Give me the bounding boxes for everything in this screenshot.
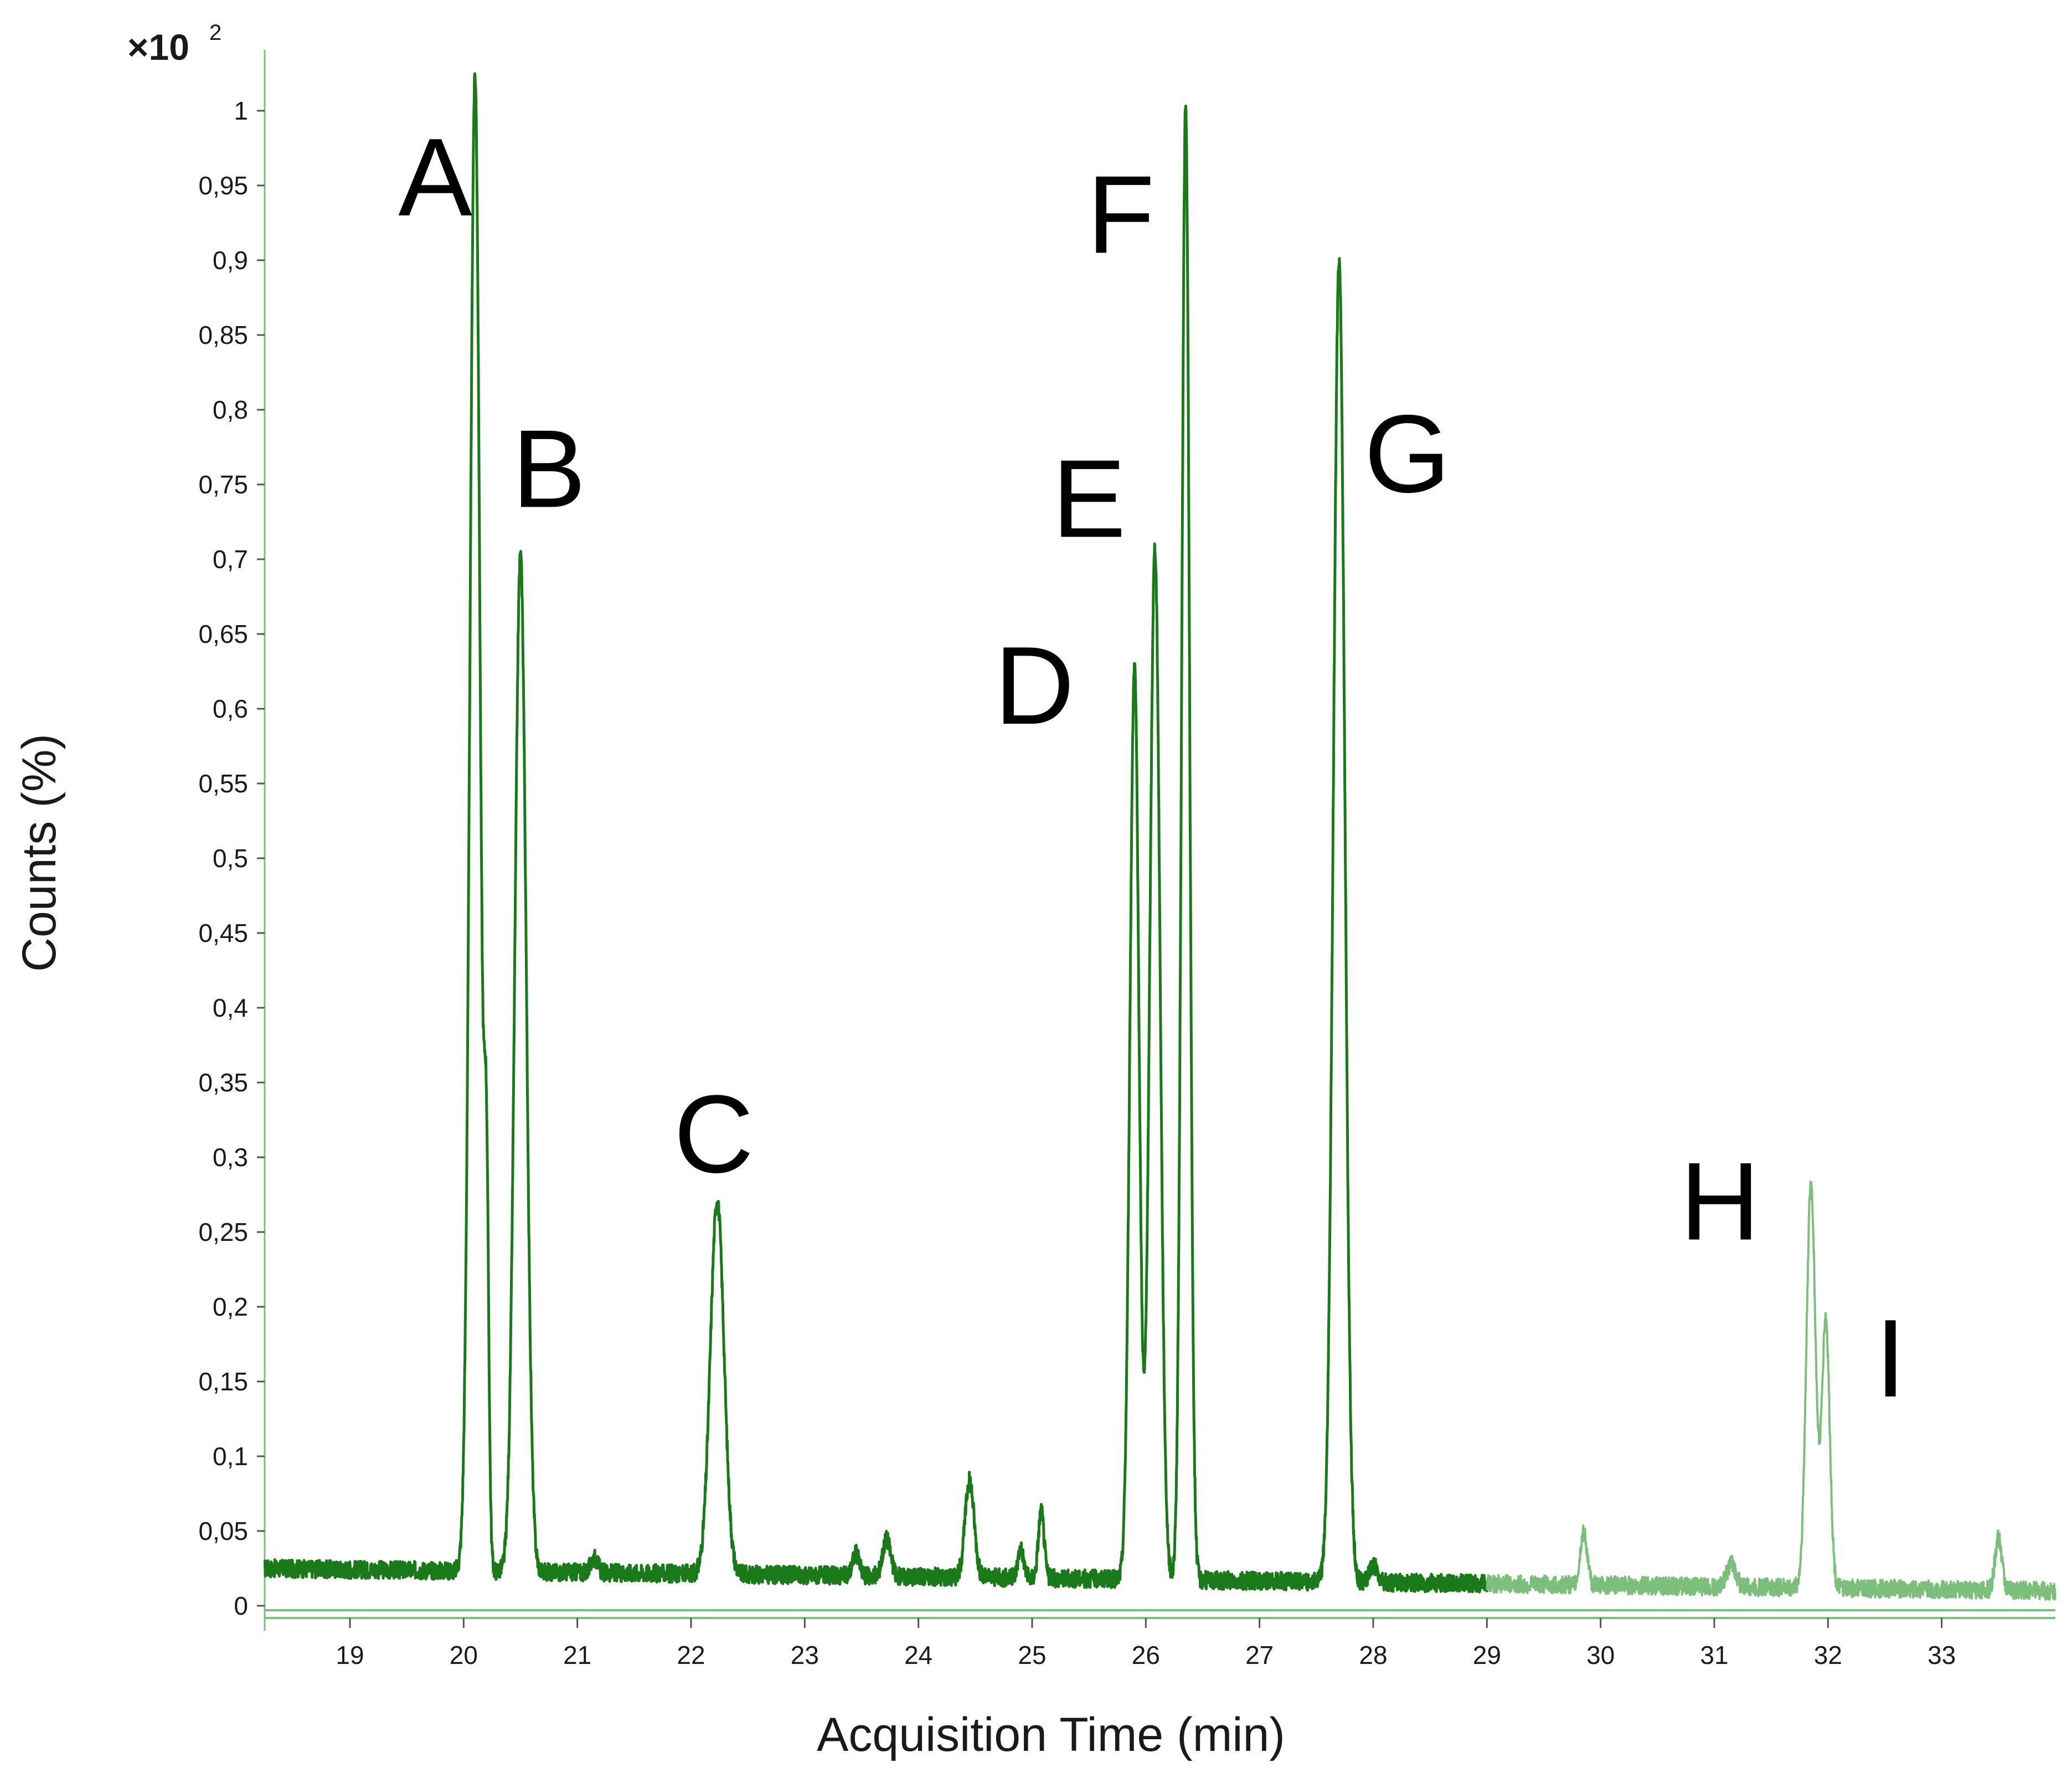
y-tick-label: 0,3	[213, 1143, 248, 1172]
y-tick-label: 0,4	[213, 993, 248, 1022]
trace-segment-late	[1486, 1181, 2056, 1601]
y-scale-label: ×10	[127, 27, 189, 68]
y-tick-label: 1	[234, 96, 248, 125]
x-tick-label: 26	[1132, 1641, 1160, 1669]
y-scale-exponent: 2	[209, 20, 221, 45]
trace-segment-early	[263, 72, 1488, 1594]
peak-label-f: F	[1087, 153, 1154, 277]
x-tick-label: 30	[1586, 1641, 1615, 1669]
peak-label-d: D	[994, 624, 1074, 748]
x-tick-label: 20	[450, 1641, 478, 1669]
x-tick-label: 31	[1700, 1641, 1728, 1669]
y-tick-label: 0,6	[213, 694, 248, 723]
y-axis-title: Counts (%)	[13, 734, 66, 972]
x-tick-label: 28	[1359, 1641, 1387, 1669]
x-tick-label: 29	[1473, 1641, 1501, 1669]
y-axis-ticks: 0 0,05 0,1 0,15 0,2 0,25 0,3 0,35 0,4 0,45 0,5 0,55…	[198, 96, 265, 1620]
x-tick-label: 23	[791, 1641, 819, 1669]
y-tick-label: 0,9	[213, 246, 248, 275]
x-tick-label: 27	[1245, 1641, 1274, 1669]
y-tick-label: 0,95	[198, 171, 248, 200]
y-tick-label: 0,1	[213, 1442, 248, 1471]
peak-label-c: C	[674, 1073, 754, 1196]
y-tick-label: 0,75	[198, 470, 248, 499]
x-tick-label: 24	[904, 1641, 932, 1669]
y-tick-label: 0,05	[198, 1517, 248, 1545]
axes	[264, 50, 2055, 1631]
peak-label-a: A	[398, 116, 472, 239]
x-tick-label: 25	[1018, 1641, 1046, 1669]
x-tick-label: 32	[1814, 1641, 1842, 1669]
x-axis-ticks: 19 20 21 22 23 24 25 26 27 28 29 30 31 32 33	[336, 1618, 1956, 1669]
y-tick-label: 0,25	[198, 1218, 248, 1246]
x-tick-label: 22	[677, 1641, 705, 1669]
y-tick-label: 0,7	[213, 545, 248, 574]
peak-label-i: I	[1875, 1297, 1906, 1420]
y-tick-label: 0,35	[198, 1068, 248, 1097]
peak-label-g: G	[1364, 393, 1451, 516]
peak-label-e: E	[1052, 437, 1126, 561]
y-tick-label: 0,85	[198, 321, 248, 349]
peak-label-b: B	[512, 408, 586, 531]
y-tick-label: 0,8	[213, 395, 248, 424]
x-tick-label: 19	[336, 1641, 364, 1669]
y-tick-label: 0,2	[213, 1292, 248, 1321]
y-scale-multiplier: ×10 2	[127, 20, 221, 68]
y-tick-label: 0,15	[198, 1367, 248, 1396]
chromatogram-trace	[263, 72, 2056, 1601]
peak-label-h: H	[1680, 1140, 1760, 1264]
x-tick-label: 33	[1927, 1641, 1956, 1669]
y-tick-label: 0,65	[198, 620, 248, 648]
y-tick-label: 0,5	[213, 844, 248, 873]
x-axis-title: Acquisition Time (min)	[817, 1708, 1285, 1761]
x-tick-label: 21	[563, 1641, 591, 1669]
y-tick-label: 0	[234, 1591, 248, 1620]
y-tick-label: 0,55	[198, 769, 248, 798]
peak-annotations: A B C DE F G HI	[398, 116, 1906, 1420]
y-tick-label: 0,45	[198, 919, 248, 947]
